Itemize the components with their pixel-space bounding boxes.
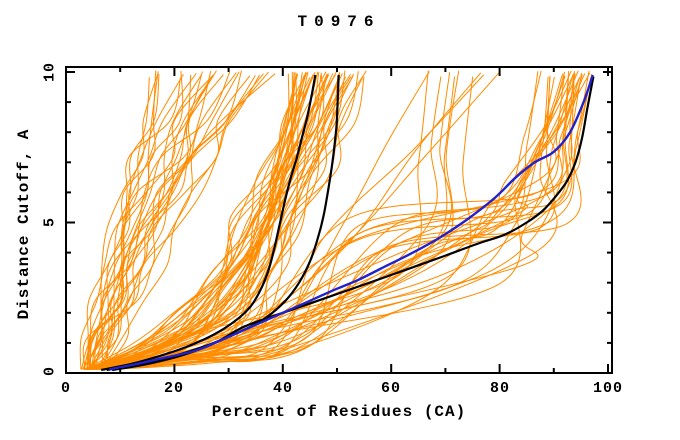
server-model-curve (98, 70, 542, 370)
server-model-curve (108, 72, 307, 370)
server-model-curve (86, 71, 539, 370)
server-model-curve (90, 74, 184, 370)
server-model-curve (82, 74, 160, 370)
server-model-curve (106, 73, 586, 370)
server-model-curve (85, 76, 354, 370)
server-model-curve (98, 70, 212, 370)
server-model-curve (90, 71, 327, 370)
server-model-curve (90, 70, 429, 370)
server-model-curve (114, 73, 355, 370)
server-model-curve (89, 71, 231, 370)
server-model-curve (100, 73, 593, 370)
server-model-curve (99, 76, 558, 370)
server-model-curve (85, 73, 264, 370)
plot-frame (65, 66, 613, 374)
x-tick-label-80: 80 (489, 380, 510, 397)
server-model-curve (95, 72, 575, 370)
server-model-curve (82, 72, 237, 370)
model-blue-reference (109, 74, 594, 371)
chart-title: T0976 (297, 13, 381, 31)
server-model-curve (112, 71, 566, 370)
x-tick-label-40: 40 (272, 380, 293, 397)
server-model-curve (83, 70, 217, 370)
server-model-curve (80, 75, 251, 370)
server-model-curve (101, 74, 298, 370)
x-tick-label-20: 20 (163, 380, 184, 397)
server-model-curve (93, 74, 215, 370)
model-black-left (100, 74, 317, 372)
server-model-curve (87, 71, 203, 370)
server-model-curve (105, 73, 295, 370)
x-tick-label-60: 60 (380, 380, 401, 397)
x-tick-label-100: 100 (592, 380, 623, 397)
server-model-curve (96, 73, 197, 370)
server-model-curve (82, 74, 202, 370)
x-axis-label: Percent of Residues (CA) (211, 403, 467, 421)
highlight-curves (100, 74, 595, 372)
server-model-curve (79, 74, 214, 370)
axes-frame (65, 66, 613, 374)
server-model-curve (86, 71, 319, 370)
server-model-curve (88, 77, 150, 370)
server-model-curve (92, 73, 290, 370)
x-tick-label-0: 0 (60, 380, 71, 397)
server-model-curve (102, 71, 269, 370)
